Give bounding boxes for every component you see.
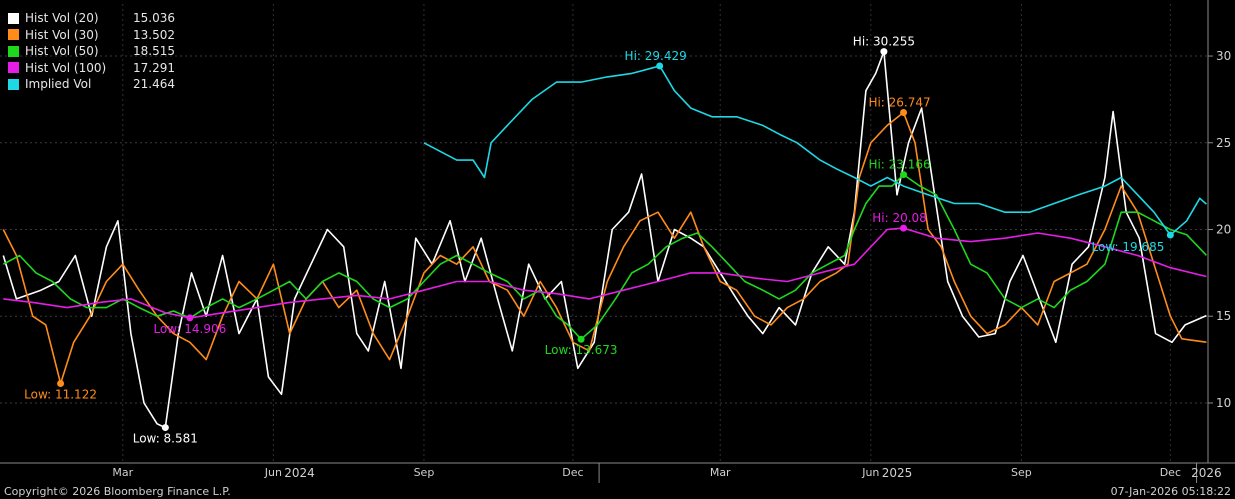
x-tick-label: Sep bbox=[1011, 466, 1032, 479]
legend-swatch bbox=[8, 29, 19, 41]
extreme-label: Hi: 29.429 bbox=[625, 49, 687, 63]
legend-item: Hist Vol (50) 18.515 bbox=[8, 43, 175, 60]
x-tick-label: Dec bbox=[562, 466, 583, 479]
x-tick-label: Sep bbox=[414, 466, 435, 479]
legend-label: Hist Vol (30) bbox=[25, 27, 99, 42]
extreme-marker bbox=[161, 424, 169, 432]
y-tick-label: 15 bbox=[1216, 309, 1231, 323]
copyright-text: Copyright© 2026 Bloomberg Finance L.P. bbox=[4, 485, 231, 498]
extreme-marker bbox=[900, 171, 908, 179]
legend-swatch bbox=[8, 62, 19, 74]
legend-swatch bbox=[8, 78, 19, 90]
extreme-marker bbox=[57, 379, 65, 387]
legend: Hist Vol (20) 15.036 Hist Vol (30) 13.50… bbox=[8, 10, 175, 93]
legend-value: 15.036 bbox=[133, 11, 175, 25]
extreme-label: Hi: 30.255 bbox=[853, 35, 915, 49]
series-line bbox=[2, 50, 1207, 429]
extreme-label: Low: 13.673 bbox=[545, 343, 618, 357]
timestamp-text: 07-Jan-2026 05:18:22 bbox=[1110, 485, 1231, 498]
legend-value: 13.502 bbox=[133, 27, 175, 42]
legend-label: Hist Vol (20) bbox=[25, 11, 99, 25]
extreme-label: Low: 11.122 bbox=[24, 387, 97, 401]
y-tick-label: 30 bbox=[1216, 49, 1231, 63]
legend-value: 21.464 bbox=[133, 77, 175, 91]
x-year-label: 2024 bbox=[284, 466, 315, 480]
legend-swatch bbox=[8, 12, 19, 24]
series-line bbox=[2, 173, 1207, 341]
y-tick-label: 20 bbox=[1216, 223, 1231, 237]
extreme-label: Hi: 23.166 bbox=[868, 158, 930, 172]
extreme-marker bbox=[900, 108, 908, 116]
extreme-marker bbox=[656, 62, 664, 70]
y-tick-label: 10 bbox=[1216, 396, 1231, 410]
extreme-label: Low: 19.685 bbox=[1092, 240, 1165, 254]
legend-value: 17.291 bbox=[133, 60, 175, 75]
x-tick-label: Mar bbox=[112, 466, 133, 479]
extreme-label: Low: 14.906 bbox=[153, 322, 226, 336]
x-tick-label: Jun bbox=[861, 466, 879, 479]
legend-value: 18.515 bbox=[133, 44, 175, 58]
extreme-label: Hi: 26.747 bbox=[868, 95, 930, 109]
legend-label: Hist Vol (50) bbox=[25, 44, 99, 58]
x-year-label: 2026 bbox=[1191, 466, 1222, 480]
extreme-marker bbox=[880, 48, 888, 56]
extreme-marker bbox=[577, 335, 585, 343]
legend-item: Hist Vol (100) 17.291 bbox=[8, 60, 175, 77]
extreme-label: Low: 8.581 bbox=[133, 432, 198, 446]
legend-item: Hist Vol (30) 13.502 bbox=[8, 27, 175, 44]
series-line bbox=[2, 111, 1207, 385]
series-line bbox=[423, 65, 1207, 236]
legend-swatch bbox=[8, 45, 19, 57]
legend-label: Implied Vol bbox=[25, 77, 92, 91]
extreme-marker bbox=[1166, 231, 1174, 239]
extreme-label: Hi: 20.08 bbox=[872, 211, 927, 225]
series-line bbox=[3, 227, 1207, 319]
x-year-label: 2025 bbox=[882, 466, 913, 480]
extreme-marker bbox=[186, 314, 194, 322]
legend-item: Implied Vol 21.464 bbox=[8, 76, 175, 93]
legend-label: Hist Vol (100) bbox=[25, 60, 107, 75]
x-tick-label: Mar bbox=[710, 466, 731, 479]
legend-item: Hist Vol (20) 15.036 bbox=[8, 10, 175, 27]
extreme-marker bbox=[900, 224, 908, 232]
x-tick-label: Dec bbox=[1160, 466, 1181, 479]
x-tick-label: Jun bbox=[264, 466, 282, 479]
y-tick-label: 25 bbox=[1216, 136, 1231, 150]
